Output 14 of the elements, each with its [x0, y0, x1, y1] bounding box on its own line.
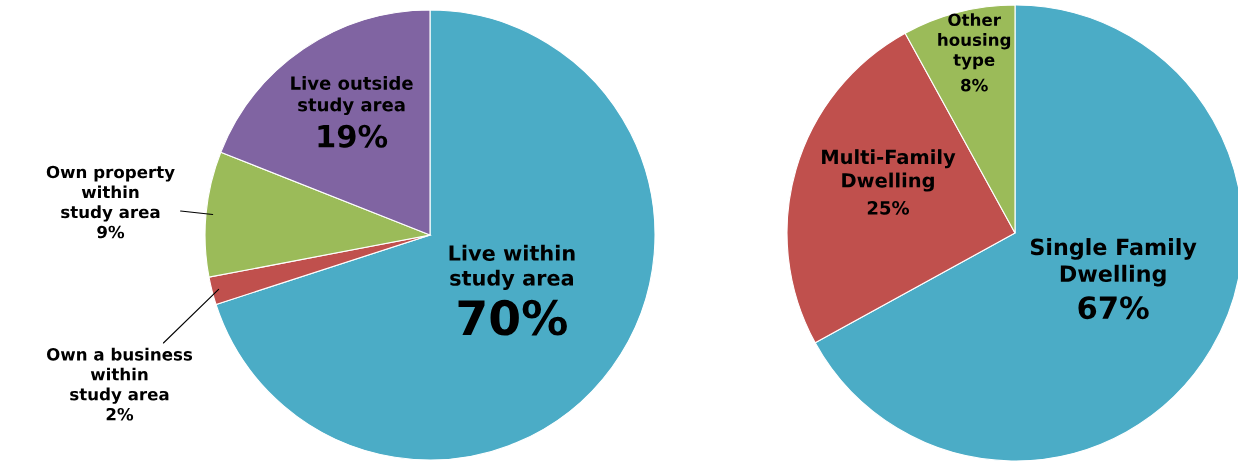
data-label: 8%: [961, 78, 988, 92]
slice-label: Own a business within study area: [46, 347, 193, 404]
data-label: 9%: [97, 225, 125, 239]
slice-label: Own property within study area: [46, 165, 175, 222]
slice-label: Live outside study area: [291, 75, 413, 116]
data-label: 2%: [106, 407, 134, 421]
data-label: 70%: [458, 299, 567, 336]
data-label: 67%: [1078, 296, 1149, 320]
slice-label: Single Family Dwelling: [1030, 238, 1197, 287]
slice-label: Multi-Family Dwelling: [822, 149, 956, 192]
slice-label: Other housing type: [938, 13, 1011, 70]
data-label: 19%: [318, 124, 388, 148]
data-label: 25%: [867, 200, 910, 215]
slice-label: Live within study area: [449, 244, 575, 291]
